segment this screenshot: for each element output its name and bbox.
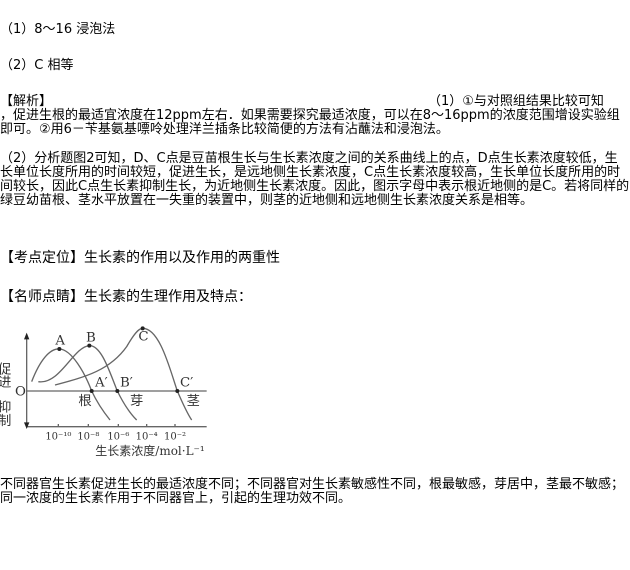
origin-label: O — [15, 384, 26, 399]
auxin-concentration-figure: 促进 抑制 O A B C A′ B′ C′ 根 芽 茎 10⁻¹⁰ 10⁻⁸ … — [0, 326, 207, 458]
analysis-p1: ，促进生根的最适宜浓度在12ppm左右．如果需要探究最适浓度，可以在8～16pp… — [0, 108, 620, 137]
analysis-label: 【解析】 — [0, 94, 53, 109]
x-tick: 10⁻¹⁰ — [45, 431, 71, 442]
x-tick: 10⁻² — [164, 431, 186, 442]
point-C-prime: C′ — [180, 376, 193, 391]
answer-2: （2）C 相等 — [0, 58, 74, 73]
y-label-inhibit: 抑制 — [0, 400, 11, 427]
point-C: C — [138, 330, 148, 345]
kaodian-text: 生长素的作用以及作用的两重性 — [84, 250, 280, 266]
x-axis-label: 生长素浓度/mol·L⁻¹ — [95, 443, 204, 458]
kaodian: 【考点定位】生长素的作用以及作用的两重性 — [0, 251, 630, 265]
y-label-promote: 促进 — [0, 361, 11, 388]
point-A-prime: A′ — [94, 376, 108, 391]
x-tick: 10⁻⁶ — [107, 431, 129, 442]
point-B: B — [86, 330, 96, 345]
analysis-header: 【解析】 （1）①与对照组结果比较可知 — [0, 95, 630, 109]
root-curve — [31, 348, 111, 421]
bud-curve — [38, 344, 138, 421]
answer-1: （1）8～16 浸泡法 — [0, 22, 116, 37]
x-tick: 10⁻⁸ — [77, 431, 99, 442]
mingshi-text: 生长素的生理作用及特点： — [84, 289, 252, 305]
analysis-p2: （2）分析题图2可知，D、C点是豆苗根生长与生长素浓度之间的关系曲线上的点，D点… — [0, 151, 630, 208]
organ-stem: 茎 — [187, 393, 200, 409]
organ-root: 根 — [78, 393, 91, 409]
mingshi-label: 【名师点睛】 — [0, 289, 84, 305]
point-A: A — [54, 333, 65, 348]
organ-bud: 芽 — [130, 393, 143, 409]
stem-curve — [54, 327, 193, 421]
x-tick: 10⁻⁴ — [136, 431, 158, 442]
conclusion: 不同器官生长素促进生长的最适浓度不同；不同器官对生长素敏感性不同，根最敏感，芽居… — [0, 477, 625, 506]
mingshi: 【名师点睛】生长素的生理作用及特点： — [0, 290, 630, 304]
kaodian-label: 【考点定位】 — [0, 250, 84, 266]
point-B-prime: B′ — [120, 376, 133, 391]
analysis-p1-head: （1）①与对照组结果比较可知 — [428, 94, 604, 109]
